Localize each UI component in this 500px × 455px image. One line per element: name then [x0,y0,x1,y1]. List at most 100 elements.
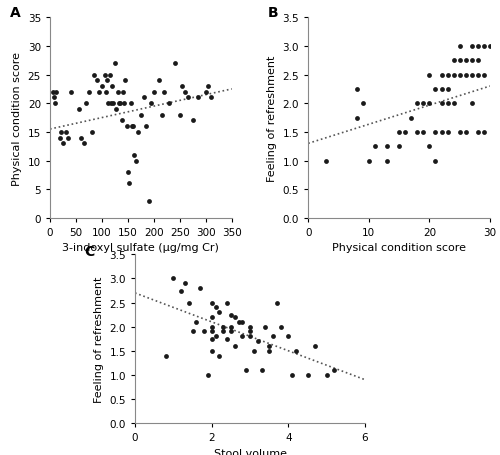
Point [148,101,156,108]
Point [480,43,488,51]
Point [208,324,216,331]
Point [216,309,224,316]
Point [192,318,200,326]
Point [468,57,476,65]
Point [223,299,231,307]
Point [93,77,101,85]
Point [58,129,66,136]
Point [352,115,360,122]
Point [438,101,446,108]
Point [432,86,440,93]
Point [468,72,476,79]
Point [104,101,112,108]
Point [474,57,482,65]
Point [444,86,452,93]
Point [462,72,470,79]
Point [450,57,458,65]
Point [77,135,85,142]
Point [52,89,60,96]
Point [208,335,216,343]
Point [265,343,273,350]
Point [414,101,422,108]
Point [158,112,166,119]
Point [450,72,458,79]
Point [238,318,246,326]
Point [177,287,185,294]
Point [311,343,319,350]
Point [48,89,56,96]
Point [258,367,266,374]
Point [207,95,215,102]
Point [227,311,235,318]
Point [438,129,446,136]
Point [108,101,116,108]
Point [462,129,470,136]
Point [162,352,170,359]
Point [160,89,168,96]
Point [480,129,488,136]
Point [125,181,133,188]
Point [118,89,126,96]
Point [108,83,116,91]
Point [120,101,128,108]
Point [100,72,108,79]
Point [111,61,119,68]
Point [420,101,428,108]
Point [322,371,330,379]
Y-axis label: Feeling of refreshment: Feeling of refreshment [267,55,277,182]
Point [242,367,250,374]
X-axis label: Stool volume: Stool volume [214,448,286,455]
Point [132,157,140,165]
Point [102,89,110,96]
Point [227,324,235,331]
Point [118,117,126,125]
Point [284,333,292,340]
Point [114,89,122,96]
Point [468,101,476,108]
Point [67,89,75,96]
Point [432,157,440,165]
Point [124,169,132,176]
Point [474,43,482,51]
Point [438,86,446,93]
Point [219,324,227,331]
Point [371,143,379,151]
Point [383,157,391,165]
Point [444,72,452,79]
Point [155,77,163,85]
Point [246,328,254,335]
Point [150,89,158,96]
Point [181,89,189,96]
X-axis label: Physical condition score: Physical condition score [332,243,466,253]
Point [352,86,360,93]
Point [106,72,114,79]
Point [358,101,366,108]
Text: A: A [10,6,21,20]
Point [227,328,235,335]
Point [322,157,330,165]
Point [184,95,192,102]
Point [137,112,145,119]
Point [51,101,59,108]
Point [144,197,152,205]
Point [170,61,178,68]
Point [103,77,111,85]
Point [64,135,72,142]
Point [90,72,98,79]
Point [128,123,136,131]
Point [486,43,494,51]
Point [212,333,220,340]
Point [254,338,262,345]
Point [462,57,470,65]
Point [170,275,177,283]
Point [426,143,434,151]
Point [200,328,208,335]
Point [208,328,216,335]
Point [330,367,338,374]
Point [288,371,296,379]
Point [246,324,254,331]
Point [80,141,88,148]
Point [219,328,227,335]
Point [116,101,124,108]
Point [208,299,216,307]
